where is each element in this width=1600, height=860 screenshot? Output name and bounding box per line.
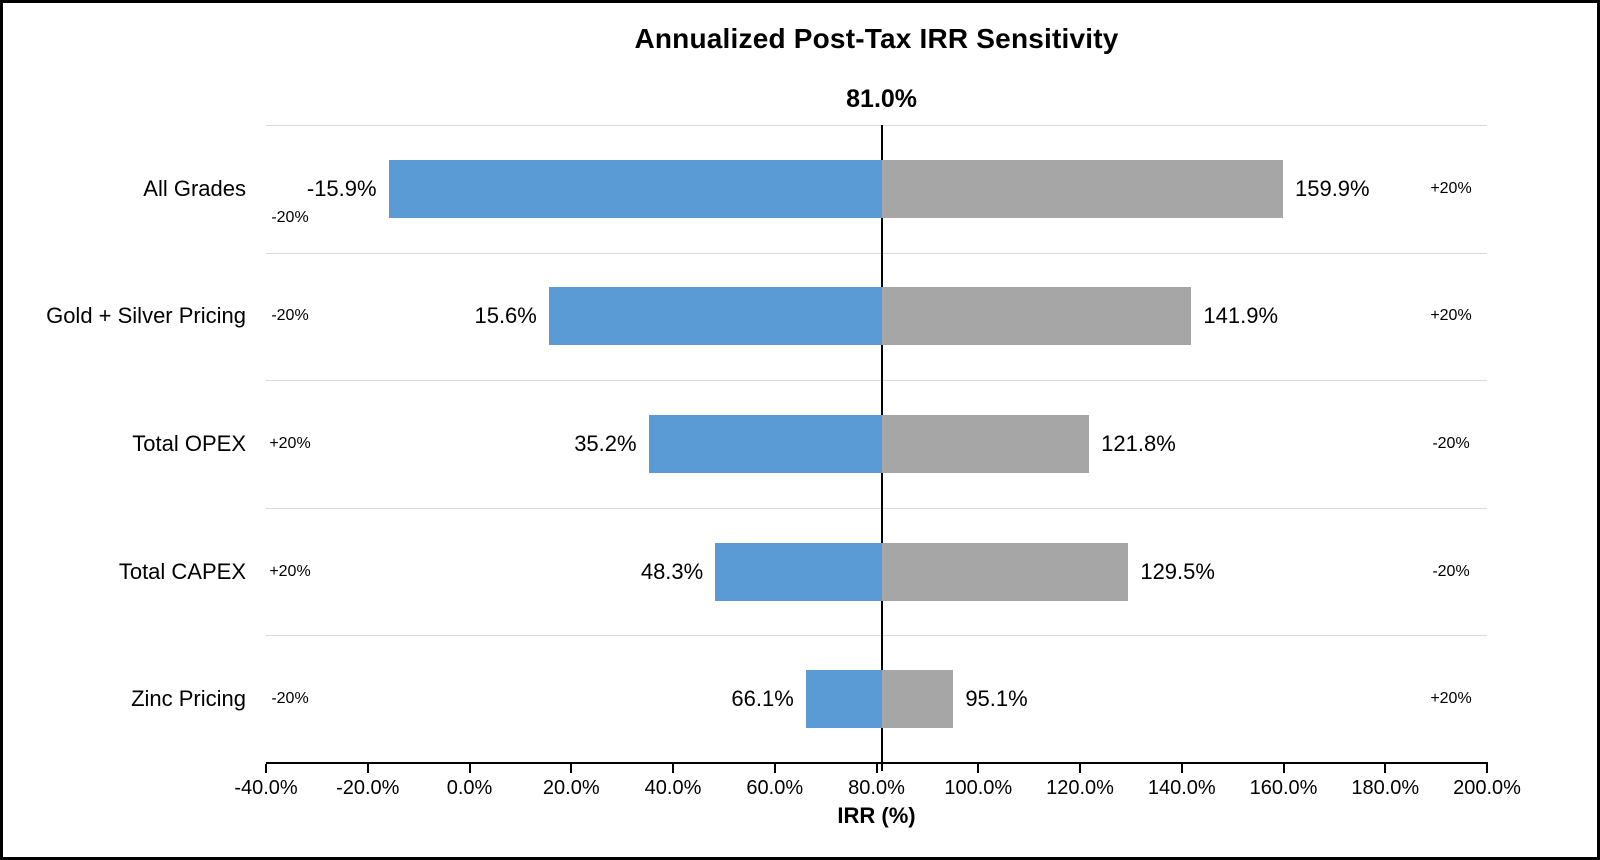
category-label: Zinc Pricing	[11, 635, 246, 763]
gridline	[266, 252, 1487, 254]
x-tick-label: 0.0%	[446, 777, 493, 799]
center-value-label: 81.0%	[846, 85, 918, 113]
bar-high	[881, 415, 1090, 473]
chart-title: Annualized Post-Tax IRR Sensitivity	[634, 23, 1119, 54]
high-value-label: 129.5%	[1140, 558, 1215, 584]
x-tick-label: 40.0%	[644, 777, 702, 799]
gridline	[266, 125, 1487, 126]
bar-low	[388, 159, 882, 218]
x-tick	[1282, 764, 1285, 773]
x-tick-label: 120.0%	[1046, 777, 1114, 799]
x-tick-label: 80.0%	[848, 777, 905, 799]
x-tick-label: 20.0%	[542, 777, 600, 799]
bar-high	[881, 670, 954, 729]
category-label-text: Gold + Silver Pricing	[46, 303, 246, 329]
x-tick	[1486, 764, 1488, 773]
low-value-label: -15.9%	[306, 175, 377, 201]
bar-high	[881, 287, 1192, 346]
category-label-text: Total CAPEX	[118, 558, 246, 584]
x-tick-label: -20.0%	[336, 777, 400, 799]
plot-area: -15.9% 159.9% 15.6% 141.9% 35.2% 121.8% 48.3% 1…	[266, 125, 1487, 771]
bar-low	[548, 287, 882, 346]
gridline	[266, 380, 1487, 382]
bar-low	[805, 670, 882, 729]
x-tick-label: 180.0%	[1351, 777, 1420, 799]
category-label-text: Zinc Pricing	[131, 686, 246, 712]
bar-high	[881, 542, 1129, 601]
x-tick	[977, 764, 980, 773]
category-label: Total CAPEX	[11, 508, 246, 636]
low-value-label: 35.2%	[574, 431, 637, 456]
x-tick	[366, 764, 369, 773]
category-label: Gold + Silver Pricing	[11, 253, 246, 381]
x-tick-label: 100.0%	[944, 777, 1013, 799]
low-value-label: 15.6%	[474, 303, 537, 329]
high-value-label: 95.1%	[965, 686, 1028, 712]
x-axis-title: IRR (%)	[837, 803, 916, 828]
x-tick	[265, 764, 267, 773]
x-tick-label: 160.0%	[1249, 777, 1318, 799]
category-label-text: All Grades	[143, 175, 246, 201]
x-tick	[1180, 764, 1183, 773]
x-tick	[468, 764, 471, 773]
x-tick-label: 200.0%	[1453, 777, 1521, 799]
x-tick	[1079, 764, 1081, 773]
gridline	[266, 635, 1487, 637]
x-tick	[570, 764, 573, 773]
gridline	[266, 507, 1487, 509]
low-value-label: 66.1%	[731, 686, 794, 712]
x-tick	[773, 764, 776, 773]
bar-low	[715, 542, 882, 601]
high-value-label: 141.9%	[1203, 303, 1279, 329]
category-label-text: Total OPEX	[132, 430, 246, 456]
x-tick-label: 60.0%	[746, 777, 804, 799]
high-value-label: 159.9%	[1294, 175, 1370, 201]
x-tick	[672, 764, 674, 773]
bar-low	[648, 415, 882, 473]
high-value-label: 121.8%	[1101, 431, 1176, 456]
x-tick	[875, 764, 878, 773]
x-tick-label: -40.0%	[234, 777, 298, 799]
category-label: All Grades	[11, 125, 246, 253]
x-tick-label: 140.0%	[1147, 777, 1216, 799]
bar-high	[881, 159, 1283, 218]
low-value-label: 48.3%	[640, 558, 704, 584]
x-tick	[1384, 764, 1387, 773]
x-axis-line	[266, 762, 1488, 764]
category-label: Total OPEX	[11, 380, 246, 508]
